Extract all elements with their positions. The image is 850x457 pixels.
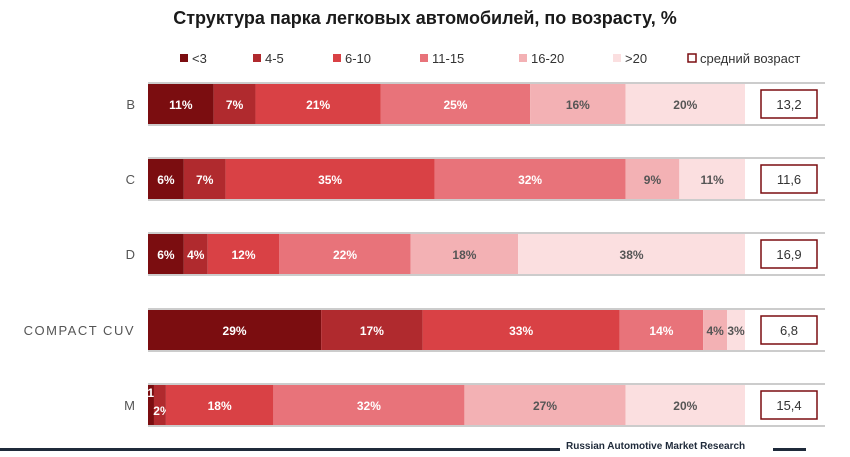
bar-m-0 (148, 385, 154, 425)
bar-d-3 (279, 234, 411, 274)
bar-label-compact-cuv-5: 3% (727, 324, 745, 338)
bar-label-d-2: 12% (232, 248, 256, 262)
footer-rule-left (0, 448, 560, 451)
bar-c-0 (148, 159, 184, 199)
bar-d-4 (410, 234, 519, 274)
bar-label-b-5: 20% (673, 98, 697, 112)
bar-label-d-0: 6% (157, 248, 175, 262)
bar-d-5 (518, 234, 745, 274)
legend-label-3: 11-15 (432, 51, 464, 66)
bar-d-2 (207, 234, 280, 274)
average-box-compact-cuv (760, 315, 818, 345)
bar-b-0 (148, 84, 214, 124)
bar-d-0 (148, 234, 184, 274)
bar-label-c-0: 6% (157, 173, 175, 187)
bar-label-compact-cuv-2: 33% (509, 324, 533, 338)
bar-compact-cuv-0 (148, 310, 322, 350)
average-value-d: 16,9 (776, 247, 801, 262)
category-label-m: M (124, 398, 135, 413)
category-label-d: D (126, 247, 135, 262)
bar-c-5 (679, 159, 745, 199)
legend-label-average: средний возраст (700, 51, 800, 66)
bar-label-d-1: 4% (187, 248, 205, 262)
average-value-c: 11,6 (777, 172, 801, 187)
bar-c-1 (183, 159, 226, 199)
average-value-compact-cuv: 6,8 (780, 323, 798, 338)
bar-label-m-2: 18% (208, 399, 232, 413)
footer-rule-right (773, 448, 806, 451)
bar-label-c-3: 32% (518, 173, 542, 187)
bar-m-2 (165, 385, 274, 425)
bar-m-1 (153, 385, 166, 425)
average-box-d (760, 239, 818, 269)
average-value-b: 13,2 (776, 97, 801, 112)
category-label-b: B (126, 97, 135, 112)
legend-swatch-0 (180, 54, 188, 62)
legend-label-2: 6-10 (345, 51, 371, 66)
bar-label-d-5: 38% (620, 248, 644, 262)
average-box-b (760, 89, 818, 119)
bar-c-4 (625, 159, 680, 199)
bar-label-m-5: 20% (673, 399, 697, 413)
bar-label-compact-cuv-4: 4% (706, 324, 724, 338)
legend-swatch-4 (519, 54, 527, 62)
bar-m-5 (625, 385, 745, 425)
bar-b-3 (380, 84, 531, 124)
bar-b-5 (625, 84, 745, 124)
bar-m-4 (464, 385, 626, 425)
bar-label-m-4: 27% (533, 399, 557, 413)
bar-b-1 (213, 84, 256, 124)
chart-title: Структура парка легковых автомобилей, по… (173, 8, 677, 28)
legend-label-4: 16-20 (531, 51, 564, 66)
bar-label-d-3: 22% (333, 248, 357, 262)
bar-c-3 (434, 159, 626, 199)
bar-label-c-5: 11% (700, 173, 724, 187)
bar-compact-cuv-5 (727, 310, 745, 350)
legend-label-0: <3 (192, 51, 207, 66)
bar-d-1 (183, 234, 208, 274)
legend-swatch-3 (420, 54, 428, 62)
legend-label-1: 4-5 (265, 51, 284, 66)
bar-label-b-4: 16% (566, 98, 590, 112)
bar-label-b-3: 25% (443, 98, 467, 112)
bar-label-b-2: 21% (306, 98, 330, 112)
average-box-m (760, 390, 818, 420)
bar-m-3 (273, 385, 465, 425)
footer-source: Russian Automotive Market Research (566, 441, 746, 452)
bar-label-c-2: 35% (318, 173, 342, 187)
average-value-m: 15,4 (776, 398, 801, 413)
bar-label-b-0: 11% (169, 98, 193, 112)
bar-label-compact-cuv-0: 29% (223, 324, 247, 338)
bar-label-b-1: 7% (226, 98, 244, 112)
legend-swatch-1 (253, 54, 261, 62)
legend-swatch-2 (333, 54, 341, 62)
bar-b-4 (530, 84, 626, 124)
bar-label-m-3: 32% (357, 399, 381, 413)
bar-label-compact-cuv-3: 14% (649, 324, 673, 338)
bar-compact-cuv-1 (321, 310, 423, 350)
category-label-compact-cuv: COMPACT CUV (24, 323, 135, 338)
bar-b-2 (255, 84, 381, 124)
bar-label-c-4: 9% (644, 173, 662, 187)
legend-label-5: >20 (625, 51, 647, 66)
average-box-c (760, 164, 818, 194)
bar-label-d-4: 18% (452, 248, 476, 262)
legend-swatch-average (687, 53, 697, 63)
bar-compact-cuv-3 (619, 310, 704, 350)
bar-compact-cuv-2 (422, 310, 620, 350)
bar-label-compact-cuv-1: 17% (360, 324, 384, 338)
bar-compact-cuv-4 (703, 310, 728, 350)
bar-label-c-1: 7% (196, 173, 214, 187)
bar-c-2 (225, 159, 435, 199)
category-label-c: C (126, 172, 135, 187)
legend-swatch-5 (613, 54, 621, 62)
